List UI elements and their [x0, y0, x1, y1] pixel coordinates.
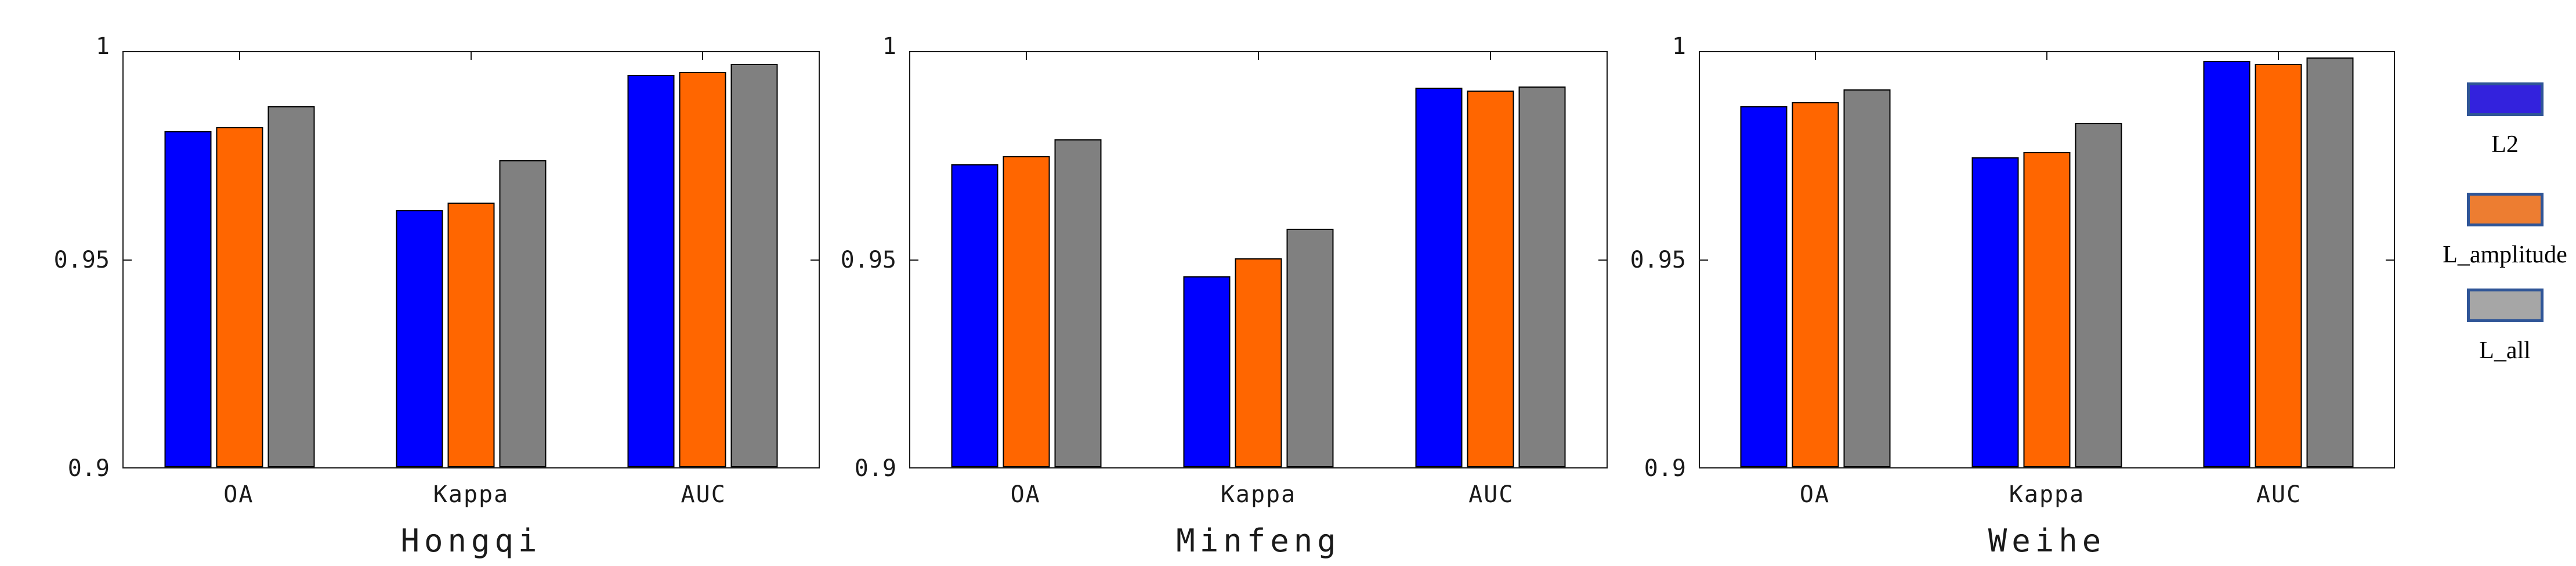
bar-l2-kappa	[1971, 157, 2019, 467]
bar-l_amplitude-oa	[216, 127, 263, 467]
legend-label-l2: L2	[2491, 131, 2519, 158]
chart-title: Hongqi	[400, 522, 542, 559]
y-tick-label-09: 0.9	[854, 455, 896, 482]
legend-swatch-l-all	[2466, 289, 2544, 322]
bar-l_all-oa	[267, 106, 315, 467]
bar-group-kappa	[1971, 52, 2122, 467]
x-tick-label-oa: OA	[1010, 481, 1041, 508]
bar-l_all-auc	[1518, 86, 1566, 467]
y-tick-label-095: 0.95	[840, 247, 896, 273]
bar-l_all-kappa	[2075, 122, 2122, 467]
bar-l2-oa	[164, 131, 212, 467]
x-tick-mark-top	[2046, 52, 2047, 60]
bar-l_amplitude-oa	[1003, 156, 1050, 467]
bar-l_all-oa	[1843, 89, 1891, 467]
y-tick-label-09: 0.9	[67, 455, 110, 482]
bar-group-oa	[1740, 52, 1891, 467]
bar-group-auc	[1415, 52, 1566, 467]
x-tick-label-auc: AUC	[681, 481, 726, 508]
chart-title: Weihe	[1988, 522, 2106, 559]
bar-l2-oa	[951, 164, 998, 467]
x-tick-mark-top	[1258, 52, 1259, 60]
chart-title: Minfeng	[1176, 522, 1341, 559]
plot-area	[122, 51, 820, 468]
plot-area	[909, 51, 1608, 468]
x-tick-mark-top	[2277, 52, 2279, 60]
legend-swatch-l-amplitude	[2466, 193, 2544, 226]
plot-area	[1699, 51, 2395, 468]
legend-item-l-amplitude: L_amplitude	[2434, 193, 2576, 268]
x-tick-label-oa: OA	[1799, 481, 1830, 508]
bar-l_amplitude-oa	[1792, 102, 1839, 467]
bar-l_all-kappa	[499, 160, 547, 467]
y-tick-mark-left	[910, 259, 918, 261]
bar-l_amplitude-auc	[1467, 90, 1514, 467]
y-tick-label-1: 1	[1671, 33, 1686, 60]
legend-item-l2: L2	[2434, 82, 2576, 158]
x-tick-label-auc: AUC	[1468, 481, 1514, 508]
bar-group-auc	[627, 52, 778, 467]
bar-group-kappa	[396, 52, 547, 467]
x-tick-label-kappa: Kappa	[1220, 481, 1297, 508]
x-tick-mark-top	[1490, 52, 1491, 60]
bar-l2-kappa	[1183, 276, 1231, 467]
x-tick-label-auc: AUC	[2256, 481, 2302, 508]
bar-l2-auc	[2203, 61, 2251, 467]
x-tick-mark-top	[702, 52, 704, 60]
bar-l_amplitude-kappa	[2023, 152, 2071, 467]
chart-minfeng: 1 0.95 0.9 Minfeng OA Kappa AUC	[841, 0, 1608, 566]
bar-l_all-auc	[2306, 57, 2354, 467]
bar-l_amplitude-auc	[2255, 64, 2302, 467]
chart-hongqi: 1 0.95 0.9 Hongqi OA Kappa AUC	[54, 0, 820, 566]
x-tick-label-kappa: Kappa	[2009, 481, 2085, 508]
x-tick-mark-top	[471, 52, 472, 60]
x-tick-mark-top	[1025, 52, 1027, 60]
x-tick-label-kappa: Kappa	[433, 481, 509, 508]
y-tick-mark-right	[811, 259, 819, 261]
y-tick-label-1: 1	[882, 33, 896, 60]
bar-l2-auc	[627, 74, 675, 467]
bar-group-oa	[951, 52, 1102, 467]
y-tick-label-09: 0.9	[1644, 455, 1686, 482]
x-tick-label-oa: OA	[223, 481, 254, 508]
bar-l2-auc	[1415, 87, 1463, 467]
bar-group-oa	[164, 52, 315, 467]
bar-l_amplitude-kappa	[1235, 258, 1282, 467]
y-tick-mark-right	[1598, 259, 1607, 261]
x-tick-mark-top	[1815, 52, 1817, 60]
chart-weihe: 1 0.95 0.9 Weihe OA Kappa AUC	[1630, 0, 2395, 566]
bar-l2-oa	[1740, 106, 1788, 467]
legend-item-l-all: L_all	[2434, 289, 2576, 364]
legend-label-l-amplitude: L_amplitude	[2443, 241, 2567, 268]
y-tick-label-095: 0.95	[1630, 247, 1686, 273]
y-tick-mark-left	[124, 259, 132, 261]
bar-group-auc	[2203, 52, 2354, 467]
bar-l_amplitude-auc	[679, 72, 726, 467]
y-tick-mark-right	[2386, 259, 2394, 261]
bar-l_amplitude-kappa	[447, 202, 495, 467]
y-tick-label-095: 0.95	[53, 247, 110, 273]
y-tick-label-1: 1	[95, 33, 110, 60]
y-tick-mark-left	[1700, 259, 1708, 261]
bar-group-kappa	[1183, 52, 1334, 467]
bar-l_all-kappa	[1286, 228, 1334, 467]
legend-swatch-l2	[2466, 82, 2544, 116]
bar-l_all-auc	[730, 64, 778, 467]
bar-l_all-oa	[1054, 139, 1102, 467]
bar-l2-kappa	[396, 210, 443, 467]
legend-label-l-all: L_all	[2479, 337, 2531, 364]
x-tick-mark-top	[238, 52, 240, 60]
legend: L2 L_amplitude L_all	[2434, 0, 2576, 566]
